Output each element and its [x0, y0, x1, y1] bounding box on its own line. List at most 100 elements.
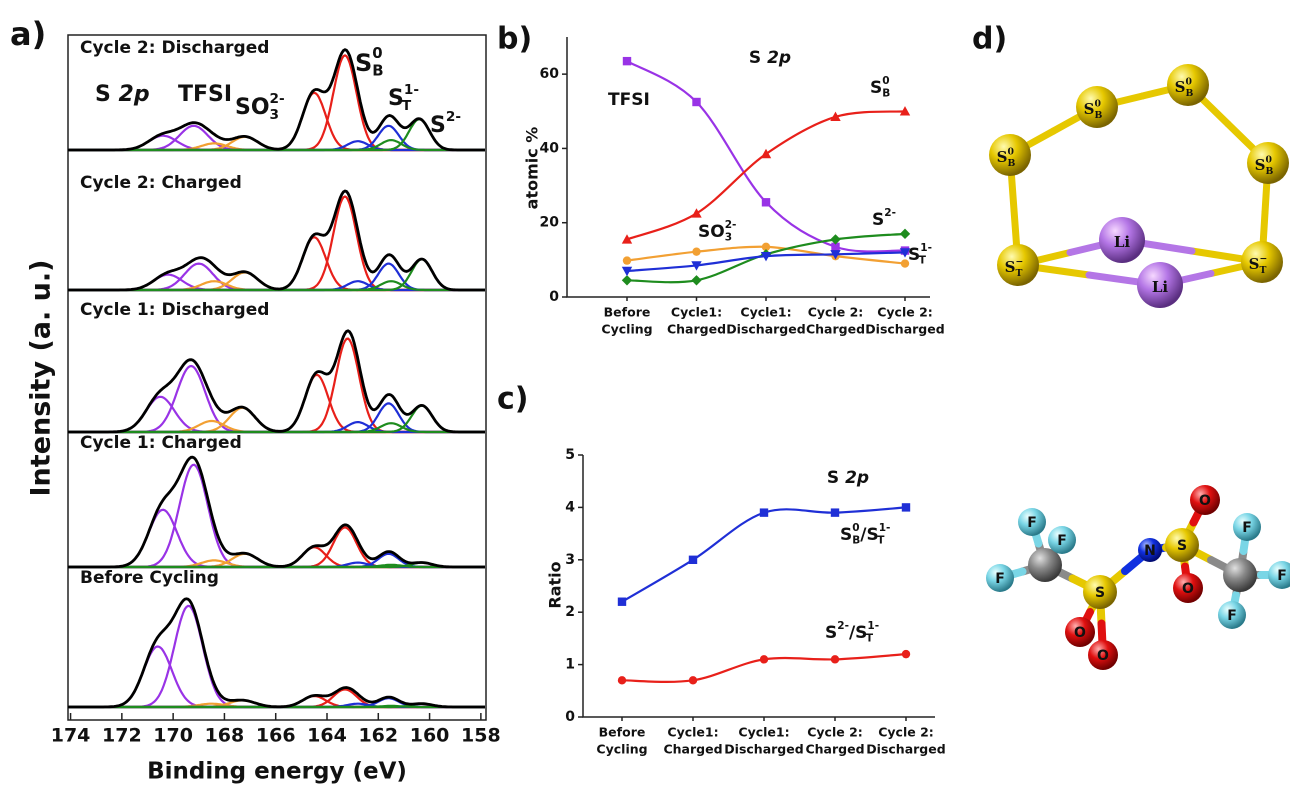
subscript: B	[1265, 165, 1273, 176]
subscript: T	[877, 534, 885, 546]
text-run: S	[872, 210, 884, 230]
text-run: S	[997, 148, 1008, 166]
subscript: B	[852, 534, 860, 546]
marker	[902, 503, 910, 511]
superscript: 0	[1185, 76, 1192, 87]
peak-component	[68, 264, 485, 290]
x-tick-label: Discharged	[724, 742, 803, 757]
x-tick-label: Cycling	[596, 742, 647, 757]
annotation: S 2p	[95, 82, 150, 107]
superscript: 0	[882, 75, 889, 87]
atom-label: F	[1227, 608, 1237, 624]
text-run: S	[1249, 255, 1260, 273]
y-axis-label: Intensity (a. u.)	[26, 260, 57, 497]
peak-component	[68, 197, 485, 291]
subscript: B	[882, 87, 890, 99]
marker	[623, 57, 631, 65]
atom-label: F	[1057, 533, 1067, 549]
marker	[622, 275, 632, 285]
peak-component	[68, 126, 485, 150]
atom-label: S−T	[1005, 256, 1024, 278]
text-run: S	[825, 623, 837, 643]
text-run: Li	[1152, 278, 1169, 296]
text-run: 2p	[119, 82, 150, 107]
text-run: TFSI	[178, 82, 232, 107]
text-run: S	[827, 468, 845, 488]
x-axis-label: Binding energy (eV)	[147, 759, 407, 785]
superscript: 1-	[879, 522, 890, 534]
peak-component	[68, 259, 485, 290]
spectrum-label: Before Cycling	[80, 568, 219, 588]
atom-label: S	[1177, 538, 1187, 554]
spectrum-label: Cycle 2: Discharged	[80, 38, 269, 58]
superscript: 0	[372, 44, 382, 62]
text-run: TFSI	[608, 90, 650, 110]
series-line	[627, 111, 905, 239]
y-tick-label: 4	[565, 499, 575, 515]
superscript: −	[1016, 256, 1024, 267]
envelope	[68, 599, 485, 707]
atom-label: O	[1182, 581, 1194, 597]
subscript: B	[1094, 109, 1102, 120]
envelope	[68, 191, 485, 290]
text-run: /S	[860, 525, 878, 545]
series-line	[622, 507, 906, 601]
text-run: /S	[849, 623, 867, 643]
superscript: 1-	[867, 620, 878, 632]
x-tick-label: Charged	[667, 322, 726, 337]
x-tick-label: Discharged	[865, 322, 944, 337]
y-tick-label: 0	[549, 289, 559, 305]
atom-label: O	[1199, 493, 1211, 509]
series-label: TFSI	[608, 90, 650, 110]
superscript: 1-	[920, 242, 931, 254]
peak-component	[68, 606, 485, 707]
x-tick-label: Cycle 2:	[807, 725, 863, 740]
y-tick-label: 40	[540, 140, 560, 156]
atom-label: O	[1074, 625, 1086, 641]
marker	[691, 208, 701, 217]
text-run: S	[870, 78, 882, 98]
superscript: −	[1260, 253, 1268, 264]
x-tick-label: 170	[153, 725, 193, 747]
chart-title: S 2p	[827, 468, 869, 488]
y-tick-label: 60	[540, 66, 560, 82]
atom-label: N	[1144, 543, 1156, 559]
x-tick-label: Cycle 2:	[878, 725, 934, 740]
superscript: 0	[852, 522, 859, 534]
marker	[902, 650, 910, 658]
text-run: S	[95, 82, 119, 107]
text-run: 2p	[767, 48, 791, 68]
superscript: 2-	[725, 219, 737, 231]
x-tick-label: 174	[51, 725, 91, 747]
x-tick-label: Charged	[805, 742, 864, 757]
text-run: S	[355, 49, 372, 77]
y-tick-label: 5	[565, 447, 575, 463]
spectra-area	[68, 50, 485, 707]
atom-label: S0B	[1175, 76, 1194, 98]
marker	[618, 676, 626, 684]
marker	[831, 655, 839, 663]
x-tick-label: Charged	[663, 742, 722, 757]
x-tick-label: Cycle1:	[667, 725, 718, 740]
text-run: S	[1005, 258, 1016, 276]
annotation: S1-T	[388, 82, 418, 114]
subscript: T	[919, 254, 927, 266]
peak-component	[68, 375, 485, 432]
text-run: S	[840, 525, 852, 545]
atom	[1223, 558, 1257, 592]
atom-label: F	[1027, 515, 1037, 531]
peak-component	[68, 119, 485, 150]
subscript: T	[1260, 264, 1267, 275]
atom-label: Li	[1152, 278, 1169, 296]
marker	[760, 655, 768, 663]
y-axis-label: atomic %	[523, 127, 542, 210]
x-tick-label: 158	[461, 725, 501, 747]
series-label: SO2-3	[698, 219, 736, 244]
marker	[689, 556, 697, 564]
peak-component	[68, 272, 485, 290]
superscript: 0	[1265, 154, 1272, 165]
text-run: S	[1175, 78, 1186, 96]
y-tick-label: 0	[565, 709, 575, 725]
marker	[623, 256, 631, 264]
text-run: S	[1084, 100, 1095, 118]
